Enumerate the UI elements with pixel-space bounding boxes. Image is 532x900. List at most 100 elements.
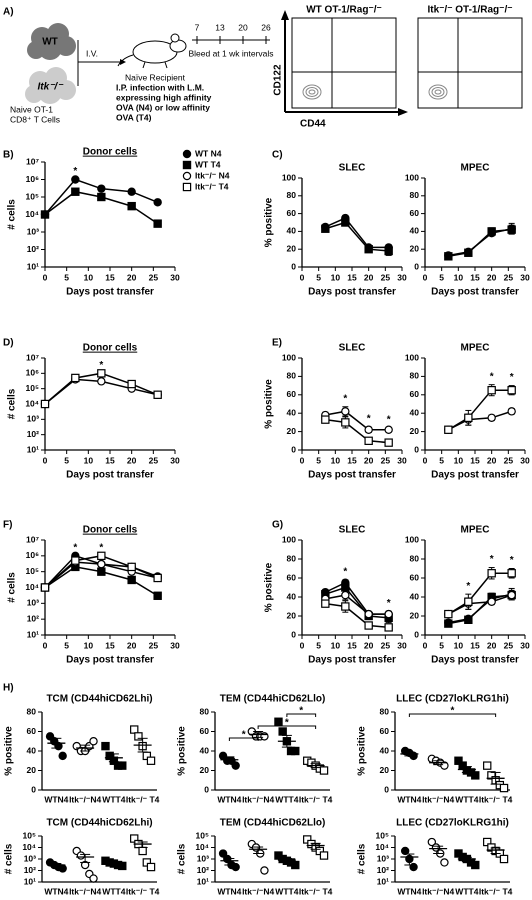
y-tick-label: 60 bbox=[410, 389, 420, 399]
data-point bbox=[127, 187, 136, 196]
data-point bbox=[71, 187, 80, 196]
y-tick-label: 0 bbox=[414, 629, 419, 639]
panel-letter: F) bbox=[3, 520, 12, 531]
y-tick-label: 10⁷ bbox=[26, 156, 39, 166]
data-point bbox=[471, 771, 480, 780]
data-point bbox=[507, 386, 516, 395]
significance: * bbox=[73, 542, 77, 553]
y-tick-label: 10⁵ bbox=[26, 383, 39, 393]
x-tick-label: 20 bbox=[487, 640, 497, 650]
data-point bbox=[218, 849, 228, 858]
data-point bbox=[444, 425, 453, 434]
significance: * bbox=[299, 706, 303, 717]
x-tick-label: 15 bbox=[105, 455, 115, 465]
data-point bbox=[384, 246, 393, 256]
legend-marker bbox=[182, 182, 192, 192]
y-tick-label: 20 bbox=[287, 243, 297, 253]
y-tick-label: 10⁶ bbox=[26, 368, 39, 378]
series-line bbox=[447, 389, 512, 431]
x-tick-label: 20 bbox=[127, 640, 137, 650]
data-point bbox=[89, 874, 98, 883]
chart-title: TCM (CD44hiCD62Lhi) bbox=[46, 818, 152, 829]
data-point bbox=[127, 562, 136, 572]
y-axis-label: # cells bbox=[7, 388, 18, 419]
x-tick-label: WTN4 bbox=[44, 794, 68, 804]
x-tick-label: 0 bbox=[43, 640, 48, 650]
data-point bbox=[483, 761, 492, 770]
y-tick-label: 80 bbox=[287, 553, 297, 563]
y-tick-label: 0 bbox=[204, 784, 209, 794]
x-tick-label: 20 bbox=[127, 272, 137, 282]
x-tick-label: 10 bbox=[331, 640, 341, 650]
y-tick-label: 10⁶ bbox=[26, 174, 39, 184]
significance: * bbox=[490, 554, 494, 565]
x-tick-label: 15 bbox=[470, 640, 480, 650]
data-point bbox=[278, 727, 287, 736]
x-tick-label: 25 bbox=[504, 640, 514, 650]
panel-letter: G) bbox=[272, 520, 283, 531]
y-tick-label: 0 bbox=[291, 629, 296, 639]
y-tick-label: 80 bbox=[27, 706, 37, 716]
chart-title: MPEC bbox=[461, 525, 490, 536]
day-label: 13 bbox=[215, 22, 225, 32]
x-tick-label: 10 bbox=[84, 272, 94, 282]
y-tick-label: 10³ bbox=[197, 853, 209, 863]
x-tick-label: 0 bbox=[300, 455, 305, 465]
data-point bbox=[364, 609, 373, 619]
significance: * bbox=[99, 360, 103, 371]
legend-marker bbox=[182, 171, 192, 181]
day-label: 7 bbox=[195, 22, 200, 32]
significance: * bbox=[99, 542, 103, 553]
data-point bbox=[291, 860, 300, 870]
x-tick-label: 0 bbox=[423, 272, 428, 282]
y-tick-label: 10⁷ bbox=[26, 352, 39, 362]
legend-marker bbox=[182, 149, 192, 159]
x-tick-label: 25 bbox=[149, 455, 159, 465]
bracket bbox=[228, 737, 259, 741]
chart-title: TEM (CD44hiCD62Llo) bbox=[220, 818, 326, 829]
data-point bbox=[97, 559, 106, 569]
chart-title: LLEC (CD27loKLRG1hi) bbox=[396, 818, 509, 829]
data-point bbox=[471, 860, 480, 870]
data-point bbox=[341, 418, 350, 427]
panel-letter: C) bbox=[272, 150, 283, 161]
x-tick-label: WTT4 bbox=[102, 794, 125, 804]
x-tick-label: 15 bbox=[470, 272, 480, 282]
x-tick-label: Itk⁻/⁻ T4 bbox=[126, 886, 160, 896]
data-point bbox=[440, 858, 449, 867]
data-point bbox=[341, 407, 350, 416]
data-point bbox=[89, 737, 98, 746]
y-tick-label: 10¹ bbox=[24, 876, 36, 886]
y-tick-label: 10² bbox=[27, 429, 39, 439]
flow-plots: CD122 CD44 WT OT-1/Rag⁻/⁻ Itk⁻/⁻ OT-1/Ra… bbox=[273, 5, 523, 130]
data-point bbox=[499, 854, 509, 864]
series-line bbox=[325, 410, 389, 431]
data-point bbox=[321, 599, 330, 608]
data-point bbox=[71, 556, 80, 565]
data-point bbox=[118, 861, 127, 871]
data-point bbox=[97, 192, 106, 202]
data-point bbox=[127, 379, 136, 389]
y-tick-label: 10³ bbox=[27, 598, 39, 608]
data-point bbox=[341, 218, 350, 227]
y-tick-label: 10⁵ bbox=[23, 830, 36, 840]
y-tick-label: 80 bbox=[287, 371, 297, 381]
x-tick-label: Itk⁻/⁻ T4 bbox=[479, 794, 513, 804]
x-axis-label: Days post transfer bbox=[66, 470, 154, 481]
flow-title: WT OT-1/Rag⁻/⁻ bbox=[306, 5, 382, 16]
series-line bbox=[448, 594, 512, 625]
x-tick-label: 30 bbox=[520, 455, 530, 465]
significance: * bbox=[242, 730, 246, 741]
x-tick-label: WTN4 bbox=[397, 886, 421, 896]
data-point bbox=[507, 407, 516, 416]
y-tick-label: 10³ bbox=[377, 853, 389, 863]
wt-label: WT bbox=[42, 37, 58, 48]
data-point bbox=[464, 413, 473, 423]
data-point bbox=[97, 567, 106, 576]
x-tick-label: WTT4 bbox=[455, 886, 478, 896]
data-point bbox=[499, 783, 509, 793]
series-line bbox=[325, 581, 389, 615]
x-tick-label: 15 bbox=[470, 455, 480, 465]
y-tick-label: 10⁵ bbox=[26, 191, 39, 201]
data-point bbox=[364, 621, 373, 630]
